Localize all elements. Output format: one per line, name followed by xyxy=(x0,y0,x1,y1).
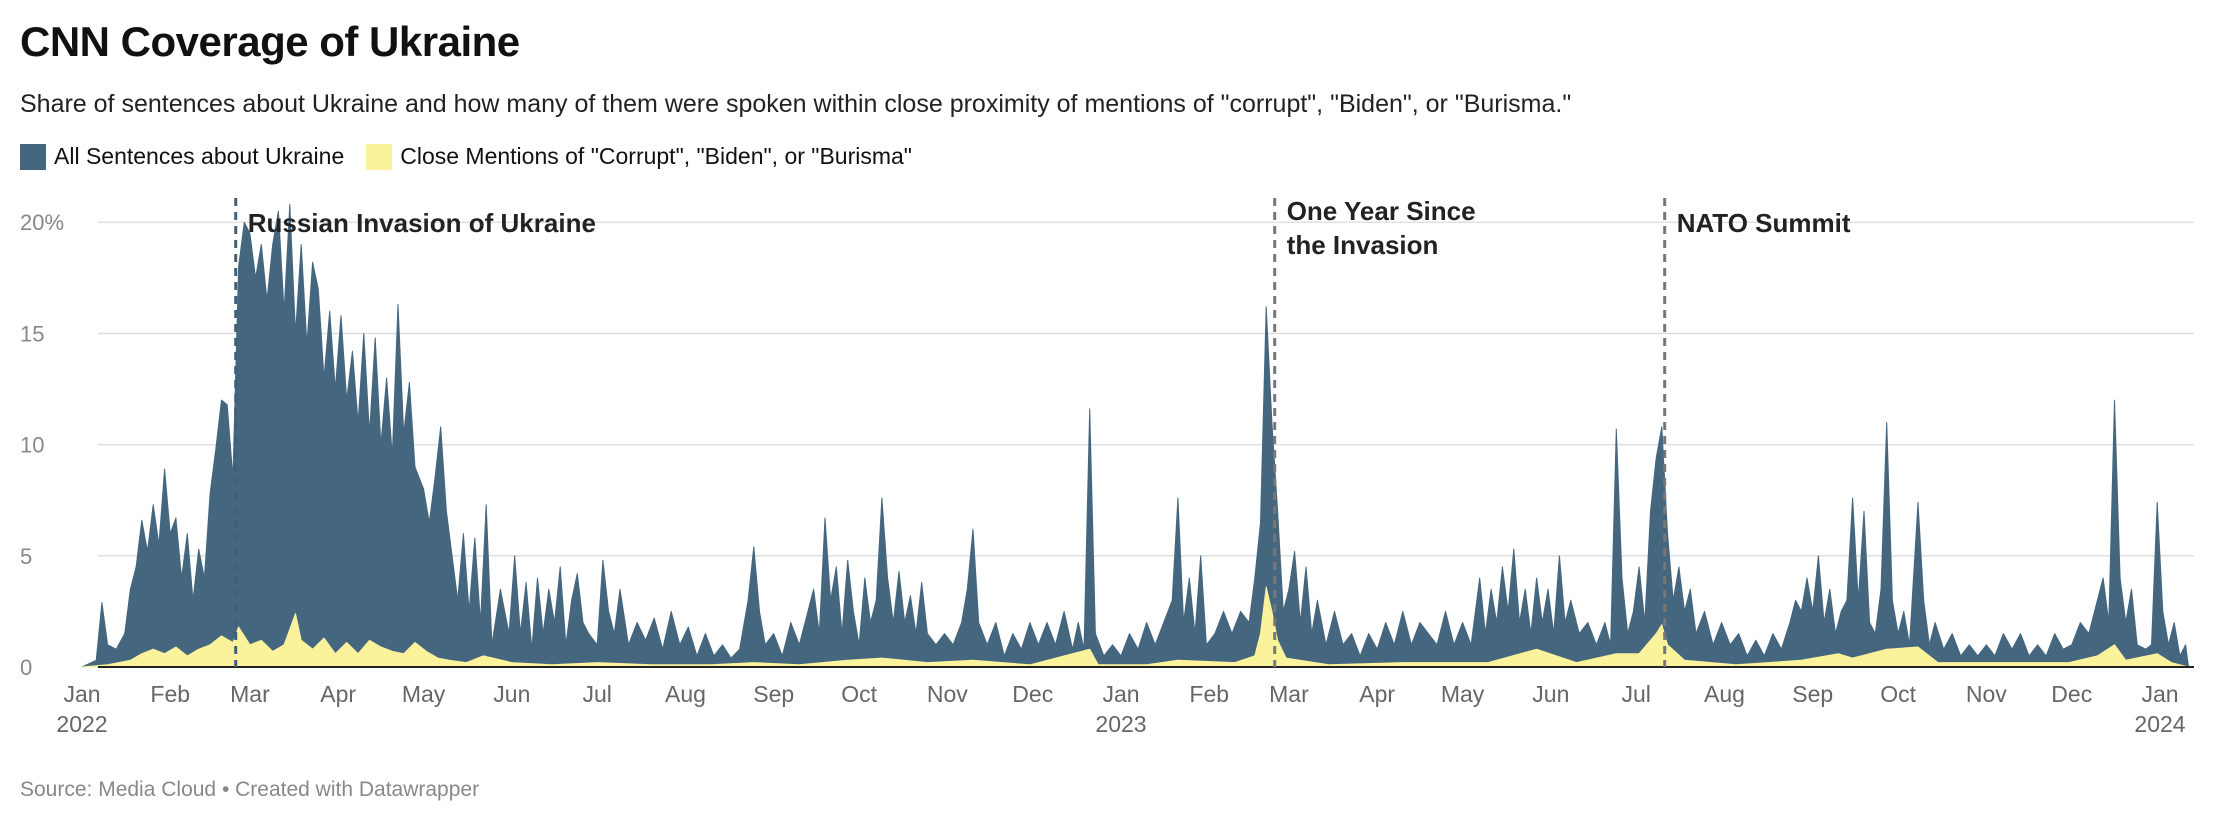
annotation-label-2-0: NATO Summit xyxy=(1677,208,1851,238)
x-tick-label-16: May xyxy=(1441,681,1485,707)
x-tick-label-3: Apr xyxy=(320,681,356,707)
x-tick-label-1: Feb xyxy=(150,681,190,707)
legend-label-all-sentences: All Sentences about Ukraine xyxy=(54,143,345,169)
y-tick-label-3: 5 xyxy=(20,544,32,569)
x-tick-label-0: Jan xyxy=(63,681,100,707)
x-tick-label-14: Mar xyxy=(1269,681,1309,707)
x-tick-label-20: Sep xyxy=(1792,681,1833,707)
y-tick-label-2: 10 xyxy=(20,433,44,458)
x-tick-label-8: Sep xyxy=(753,681,794,707)
x-tick-label-12: Jan xyxy=(1102,681,1139,707)
legend-swatch-close-mentions xyxy=(366,143,393,170)
x-tick-label-17: Jun xyxy=(1532,681,1569,707)
y-tick-label-4: 0 xyxy=(20,655,32,680)
x-tick-year-24: 2024 xyxy=(2134,711,2185,737)
annotation-label-1-1: the Invasion xyxy=(1287,230,1439,260)
x-tick-label-5: Jun xyxy=(493,681,530,707)
x-tick-year-0: 2022 xyxy=(56,711,107,737)
x-tick-label-2: Mar xyxy=(230,681,270,707)
x-tick-label-23: Dec xyxy=(2051,681,2092,707)
y-tick-label-1: 15 xyxy=(20,321,44,346)
x-tick-label-24: Jan xyxy=(2141,681,2178,707)
chart-subtitle: Share of sentences about Ukraine and how… xyxy=(20,90,1572,118)
annotation-label-1-0: One Year Since xyxy=(1287,196,1476,226)
annotation-label-0-0: Russian Invasion of Ukraine xyxy=(248,208,596,238)
x-tick-label-19: Aug xyxy=(1704,681,1745,707)
legend-label-close-mentions: Close Mentions of "Corrupt", "Biden", or… xyxy=(400,143,912,169)
y-tick-label-0: 20% xyxy=(20,210,64,235)
x-tick-label-21: Oct xyxy=(1880,681,1916,707)
chart-title: CNN Coverage of Ukraine xyxy=(20,18,520,65)
chart-source: Source: Media Cloud • Created with Dataw… xyxy=(20,778,480,801)
series-area-1 xyxy=(81,586,2189,668)
legend-item-close-mentions[interactable]: Close Mentions of "Corrupt", "Biden", or… xyxy=(366,143,912,170)
legend-swatch-all-sentences xyxy=(20,143,46,170)
x-tick-label-7: Aug xyxy=(665,681,706,707)
x-tick-label-9: Oct xyxy=(841,681,877,707)
x-tick-label-18: Jul xyxy=(1622,681,1651,707)
legend: All Sentences about Ukraine Close Mentio… xyxy=(20,143,912,170)
x-tick-label-10: Nov xyxy=(927,681,968,707)
x-tick-year-12: 2023 xyxy=(1095,711,1146,737)
x-tick-label-15: Apr xyxy=(1359,681,1395,707)
legend-item-all-sentences[interactable]: All Sentences about Ukraine xyxy=(20,143,344,170)
series-area-0 xyxy=(81,203,2189,668)
x-tick-label-13: Feb xyxy=(1189,681,1229,707)
x-tick-label-4: May xyxy=(402,681,446,707)
x-tick-label-11: Dec xyxy=(1012,681,1053,707)
x-tick-label-22: Nov xyxy=(1966,681,2007,707)
x-tick-label-6: Jul xyxy=(583,681,612,707)
